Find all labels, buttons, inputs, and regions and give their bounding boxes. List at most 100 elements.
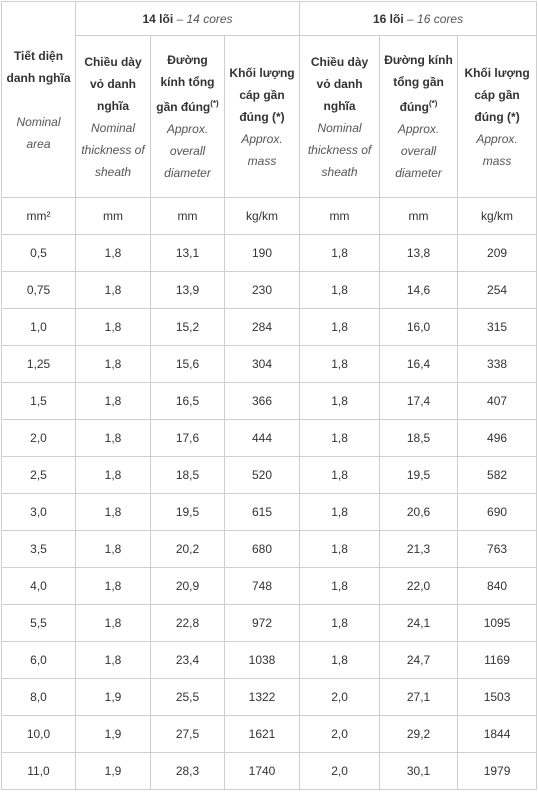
data-cell: 1,8 [75,234,151,272]
group-sub: – 16 cores [407,11,464,26]
data-cell: 2,0 [1,419,76,457]
data-row: 0,5 1,8 13,1 190 1,8 13,8 209 [1,234,538,272]
area-header: Tiết diện danh nghĩa Nominal area [1,1,76,198]
data-cell: 1,8 [75,271,151,309]
data-cell: 972 [223,604,301,642]
data-cell: 3,5 [1,530,76,568]
data-cell: 1979 [457,752,538,790]
data-cell: 254 [457,271,538,309]
column-header: Chiều dày vỏ danh nghĩa Nominal thickness… [299,35,381,198]
data-cell: 1,8 [299,604,381,642]
header-vi-text: Đường kính tổng gần đúng [384,53,453,114]
data-cell: 19,5 [150,493,225,531]
data-cell: 209 [457,234,538,272]
data-cell: 1169 [457,641,538,679]
data-cell: 16,4 [379,345,459,383]
data-cell: 1,8 [299,530,381,568]
data-cell: 284 [223,308,301,346]
data-cell: 27,1 [379,678,459,716]
data-cell: 23,4 [150,641,225,679]
data-cell: 1038 [223,641,301,679]
data-cell: 24,7 [379,641,459,679]
header-vi: Tiết diện danh nghĩa [6,48,71,85]
data-cell: 582 [457,456,538,494]
data-cell: 1,8 [299,493,381,531]
data-cell: 1,0 [1,308,76,346]
data-cell: 20,6 [379,493,459,531]
data-cell: 763 [457,530,538,568]
data-cell: 1,8 [75,641,151,679]
data-cell: 680 [223,530,301,568]
data-row: 1,0 1,8 15,2 284 1,8 16,0 315 [1,308,538,346]
header-en: Approx. mass [241,131,283,168]
data-cell: 230 [223,271,301,309]
column-header: Đường kính tổng gần đúng(*) Approx. overa… [379,35,459,198]
data-cell: 17,4 [379,382,459,420]
data-cell: 1,8 [299,271,381,309]
data-cell: 15,2 [150,308,225,346]
data-row: 5,5 1,8 22,8 972 1,8 24,1 1095 [1,604,538,642]
data-cell: 2,0 [299,715,381,753]
data-cell: 15,6 [150,345,225,383]
header-vi: Chiều dày vỏ danh nghĩa [80,51,146,117]
data-row: 2,0 1,8 17,6 444 1,8 18,5 496 [1,419,538,457]
data-cell: 1,25 [1,345,76,383]
header-sup: (*) [210,99,219,108]
data-cell: 1,8 [299,456,381,494]
data-cell: 22,0 [379,567,459,605]
data-cell: 13,9 [150,271,225,309]
header-en: Nominal thickness of sheath [81,120,145,179]
data-cell: 1,8 [299,419,381,457]
data-cell: 8,0 [1,678,76,716]
unit-cell: mm [299,197,381,235]
data-cell: 14,6 [379,271,459,309]
data-cell: 4,0 [1,567,76,605]
data-cell: 28,3 [150,752,225,790]
data-cell: 1,8 [299,345,381,383]
data-cell: 1,8 [299,641,381,679]
data-cell: 315 [457,308,538,346]
data-cell: 1,8 [75,604,151,642]
data-cell: 30,1 [379,752,459,790]
unit-cell: kg/km [457,197,538,235]
column-header: Chiều dày vỏ danh nghĩa Nominal thickness… [75,35,151,198]
group-sub: – 14 cores [176,11,233,26]
data-cell: 22,8 [150,604,225,642]
data-cell: 1322 [223,678,301,716]
data-row: 3,0 1,8 19,5 615 1,8 20,6 690 [1,493,538,531]
header-en: Approx. mass [476,131,518,168]
data-cell: 13,1 [150,234,225,272]
data-row: 6,0 1,8 23,4 1038 1,8 24,7 1169 [1,641,538,679]
data-cell: 20,2 [150,530,225,568]
data-cell: 1,5 [1,382,76,420]
data-cell: 16,0 [379,308,459,346]
data-cell: 5,5 [1,604,76,642]
header-vi: Khối lượng cáp gần đúng (*) [229,62,295,128]
column-header: Đường kính tổng gần đúng(*) Approx. overa… [150,35,225,198]
unit-cell: kg/km [223,197,301,235]
data-cell: 690 [457,493,538,531]
data-cell: 6,0 [1,641,76,679]
group-header: 16 lõi – 16 cores [299,1,538,36]
data-cell: 16,5 [150,382,225,420]
data-cell: 1,8 [299,382,381,420]
data-cell: 27,5 [150,715,225,753]
unit-cell: mm² [1,197,76,235]
data-cell: 1,8 [75,456,151,494]
header-vi-text: Khối lượng cáp gần đúng (*) [464,65,530,124]
data-cell: 1,8 [75,382,151,420]
group-row: Tiết diện danh nghĩa Nominal area 14 lõi –… [1,1,538,198]
units-row: mm² mm mm kg/km mm mm kg/km [1,197,538,235]
header-vi-text: Chiều dày vỏ danh nghĩa [310,54,369,113]
header-en: Approx. overall diameter [164,122,211,180]
column-header: Khối lượng cáp gần đúng (*) Approx. mass [457,35,538,198]
data-row: 4,0 1,8 20,9 748 1,8 22,0 840 [1,567,538,605]
data-cell: 338 [457,345,538,383]
data-cell: 190 [223,234,301,272]
data-cell: 13,8 [379,234,459,272]
data-cell: 1,9 [75,752,151,790]
data-cell: 1,8 [299,234,381,272]
header-vi-text: Khối lượng cáp gần đúng (*) [229,65,295,124]
data-cell: 366 [223,382,301,420]
